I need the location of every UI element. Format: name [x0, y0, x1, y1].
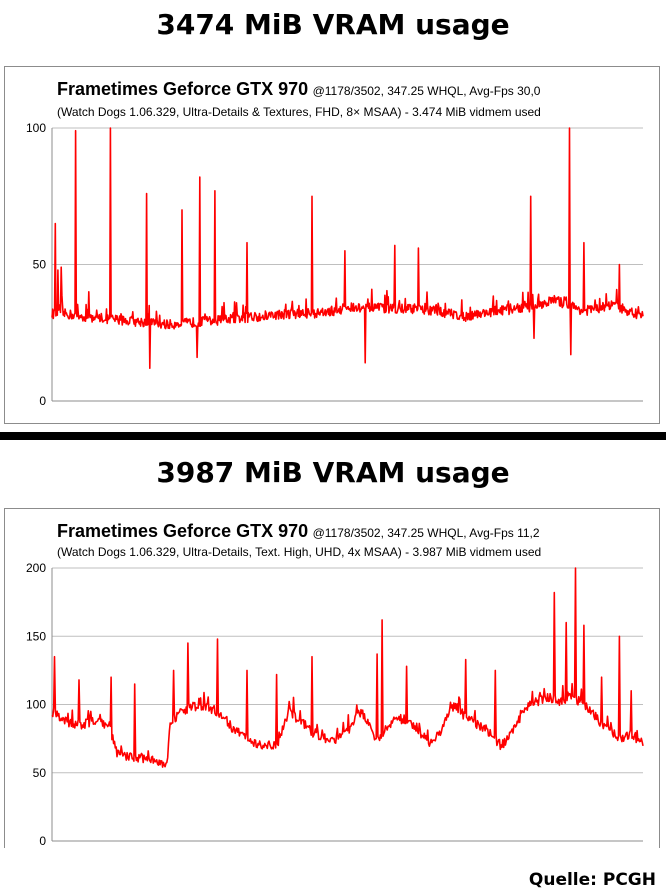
chart-panel-bottom: Frametimes Geforce GTX 970 @1178/3502, 3…	[4, 508, 660, 848]
chart-panel-top: Frametimes Geforce GTX 970 @1178/3502, 3…	[4, 66, 660, 424]
y-tick-label: 0	[39, 834, 46, 848]
chart-title-main: Frametimes Geforce GTX 970	[57, 79, 309, 99]
y-tick-label: 100	[26, 698, 46, 712]
y-tick-label: 150	[26, 629, 46, 643]
frametime-series-line	[51, 127, 644, 369]
chart-subtitle-top: (Watch Dogs 1.06.329, Ultra-Details & Te…	[57, 105, 541, 119]
chart-title-top: Frametimes Geforce GTX 970 @1178/3502, 3…	[57, 79, 540, 100]
headline-bottom: 3987 MiB VRAM usage	[156, 456, 510, 489]
source-credit: Quelle: PCGH	[528, 870, 656, 890]
chart-title-main: Frametimes Geforce GTX 970	[57, 521, 309, 541]
y-tick-label: 50	[33, 766, 47, 780]
chart-title-suffix: @1178/3502, 347.25 WHQL, Avg-Fps 30,0	[312, 84, 541, 98]
chart-title-suffix: @1178/3502, 347.25 WHQL, Avg-Fps 11,2	[312, 526, 540, 540]
frametime-plot-bottom: 0 50 100 150 200	[26, 561, 644, 848]
frametime-plot-top: 0 50 100	[26, 121, 644, 408]
y-tick-label: 200	[26, 561, 46, 575]
y-tick-label: 100	[26, 121, 46, 135]
section-divider	[0, 432, 666, 440]
chart-title-bottom: Frametimes Geforce GTX 970 @1178/3502, 3…	[57, 521, 540, 542]
chart-subtitle-bottom: (Watch Dogs 1.06.329, Ultra-Details, Tex…	[57, 545, 542, 559]
headline-top: 3474 MiB VRAM usage	[156, 8, 510, 41]
y-tick-label: 0	[39, 394, 46, 408]
frametime-series-line	[51, 567, 644, 768]
y-tick-label: 50	[33, 258, 47, 272]
